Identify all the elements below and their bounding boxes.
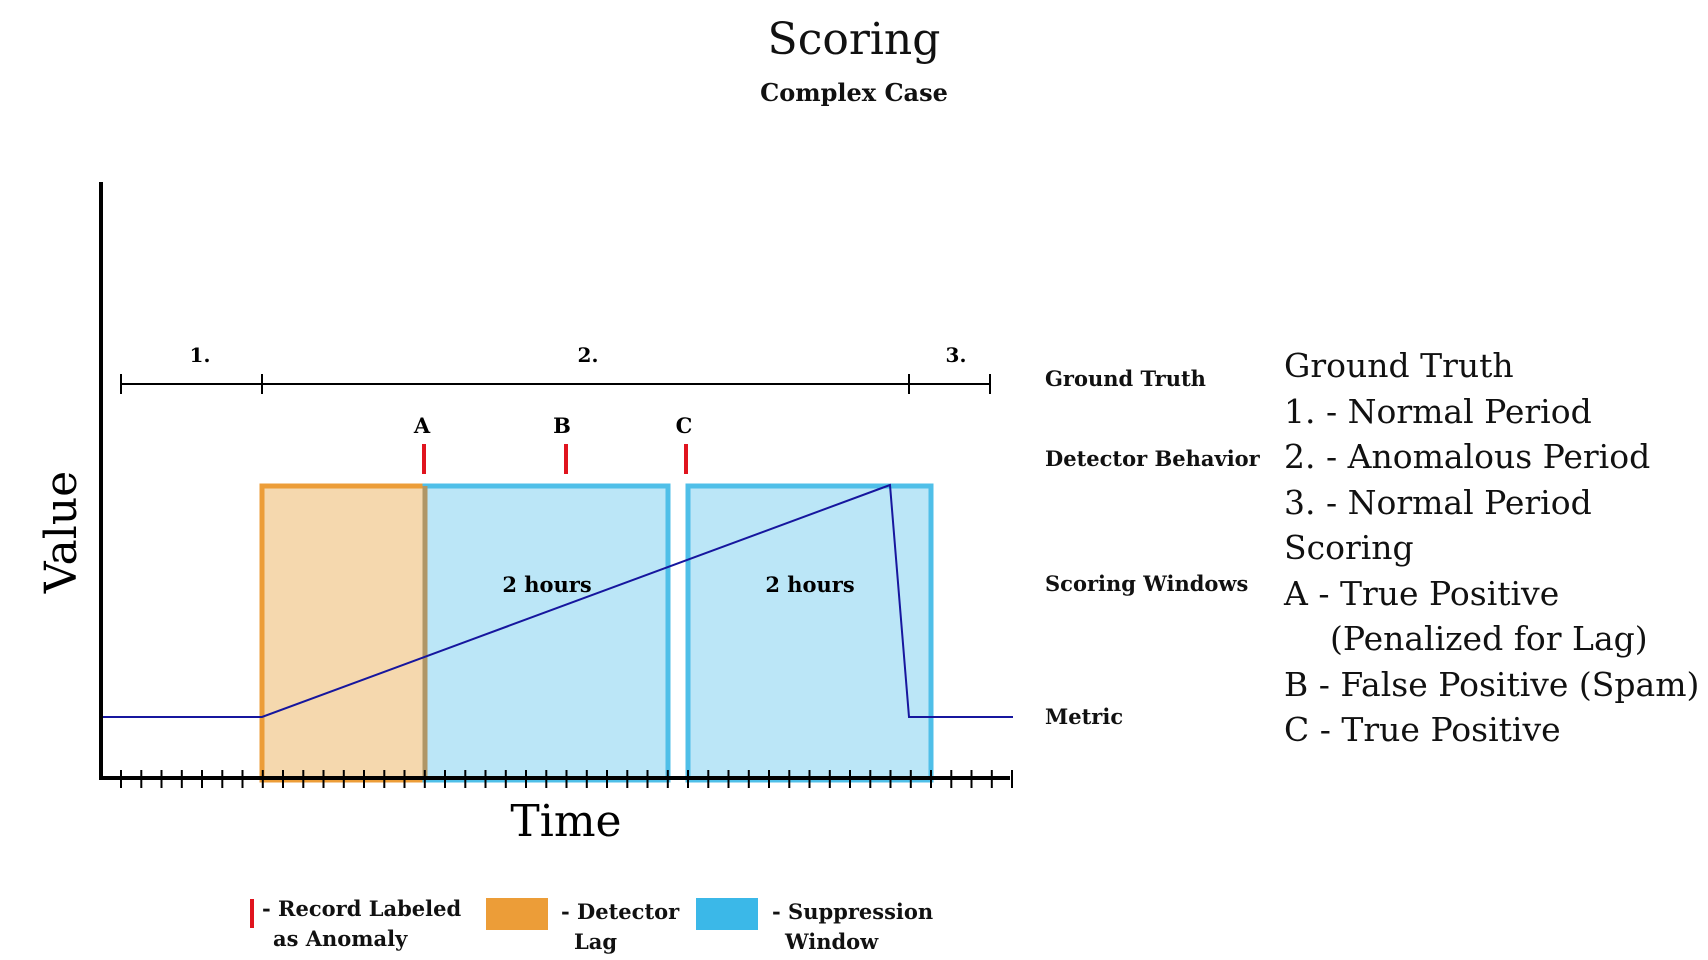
window-2-duration: 2 hours (765, 572, 854, 597)
x-axis-ticks (120, 770, 1013, 788)
x-axis-label: Time (510, 796, 621, 847)
detection-label-c: C (676, 413, 693, 438)
metric-line (101, 483, 1013, 718)
detector-lag-window (259, 483, 428, 783)
row-label-metric: Metric (1045, 704, 1124, 729)
legend-record-line-2: as Anomaly (273, 926, 408, 951)
right-ground-truth-heading: Ground Truth (1284, 346, 1514, 385)
period-label-2: 2. (578, 343, 599, 367)
window-1-duration: 2 hours (502, 572, 591, 597)
legend-suppression-line-1: - Suppression (772, 899, 934, 924)
right-scoring-item-a: A - True Positive (1284, 574, 1560, 613)
period-label-3: 3. (946, 343, 967, 367)
y-axis-label: Value (36, 471, 87, 594)
right-scoring-item-c: C - True Positive (1284, 710, 1561, 749)
right-gt-item-3: 3. - Normal Period (1284, 483, 1592, 522)
period-label-1: 1. (190, 343, 211, 367)
legend-lag-text: - Detector Lag (561, 897, 679, 957)
suppression-window-1 (422, 483, 671, 783)
right-scoring-item-a-note: (Penalized for Lag) (1330, 619, 1648, 658)
detection-label-b: B (553, 413, 571, 438)
legend-lag-swatch (486, 898, 548, 930)
right-scoring-item-b: B - False Positive (Spam) (1284, 665, 1700, 704)
legend-suppression-line-2: Window (785, 929, 879, 954)
detection-label-a: A (413, 413, 431, 438)
legend-suppression-swatch (696, 898, 758, 930)
legend-record-line-1: - Record Labeled (262, 896, 462, 921)
diagram-subtitle: Complex Case (760, 78, 948, 107)
legend-lag-line-1: - Detector (561, 899, 680, 924)
legend-lag-line-2: Lag (574, 929, 618, 954)
legend-record-text: - Record Labeled as Anomaly (262, 894, 461, 954)
diagram-title: Scoring (767, 14, 941, 65)
right-gt-item-2: 2. - Anomalous Period (1284, 437, 1651, 476)
row-label-detector-behavior: Detector Behavior (1045, 446, 1260, 471)
right-gt-item-1: 1. - Normal Period (1284, 392, 1592, 431)
legend-suppression-text: - Suppression Window (772, 897, 933, 957)
row-label-scoring-windows: Scoring Windows (1045, 571, 1249, 596)
right-scoring-heading: Scoring (1284, 528, 1414, 567)
row-label-ground-truth: Ground Truth (1045, 366, 1206, 391)
